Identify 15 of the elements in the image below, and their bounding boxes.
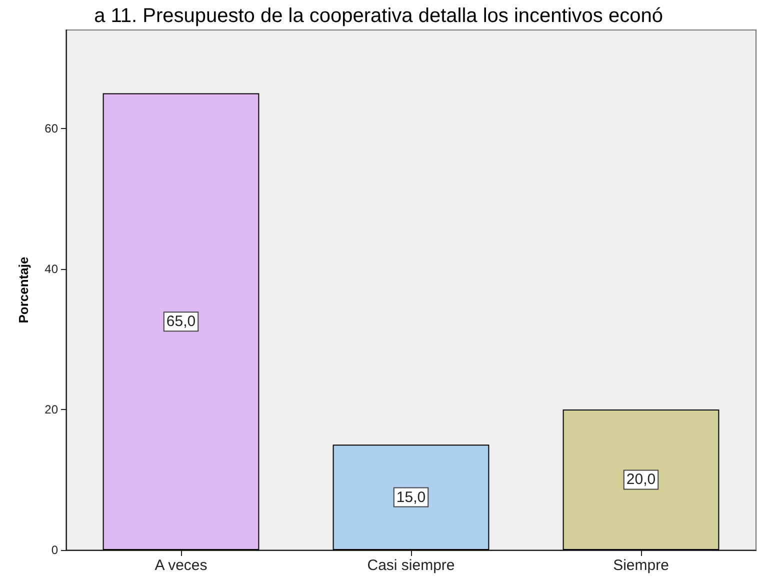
- y-tick-label: 20: [44, 402, 58, 416]
- data-label: 20,0: [626, 471, 656, 488]
- x-tick-label: A veces: [154, 557, 208, 574]
- data-label: 15,0: [396, 488, 426, 506]
- bar: [102, 93, 260, 550]
- bar: [332, 444, 490, 550]
- chart-title: a 11. Presupuesto de la cooperativa detalla los incentivos econó: [94, 5, 663, 27]
- y-axis-title: Porcentaje: [16, 256, 31, 324]
- data-label: 65,0: [166, 313, 196, 330]
- x-tick-label: Siempre: [613, 557, 669, 574]
- y-tick-label: 0: [51, 543, 58, 557]
- x-tick-label: Casi siempre: [367, 557, 455, 574]
- bar: [562, 409, 720, 550]
- y-tick-label: 60: [44, 121, 58, 136]
- y-tick-label: 40: [44, 262, 58, 276]
